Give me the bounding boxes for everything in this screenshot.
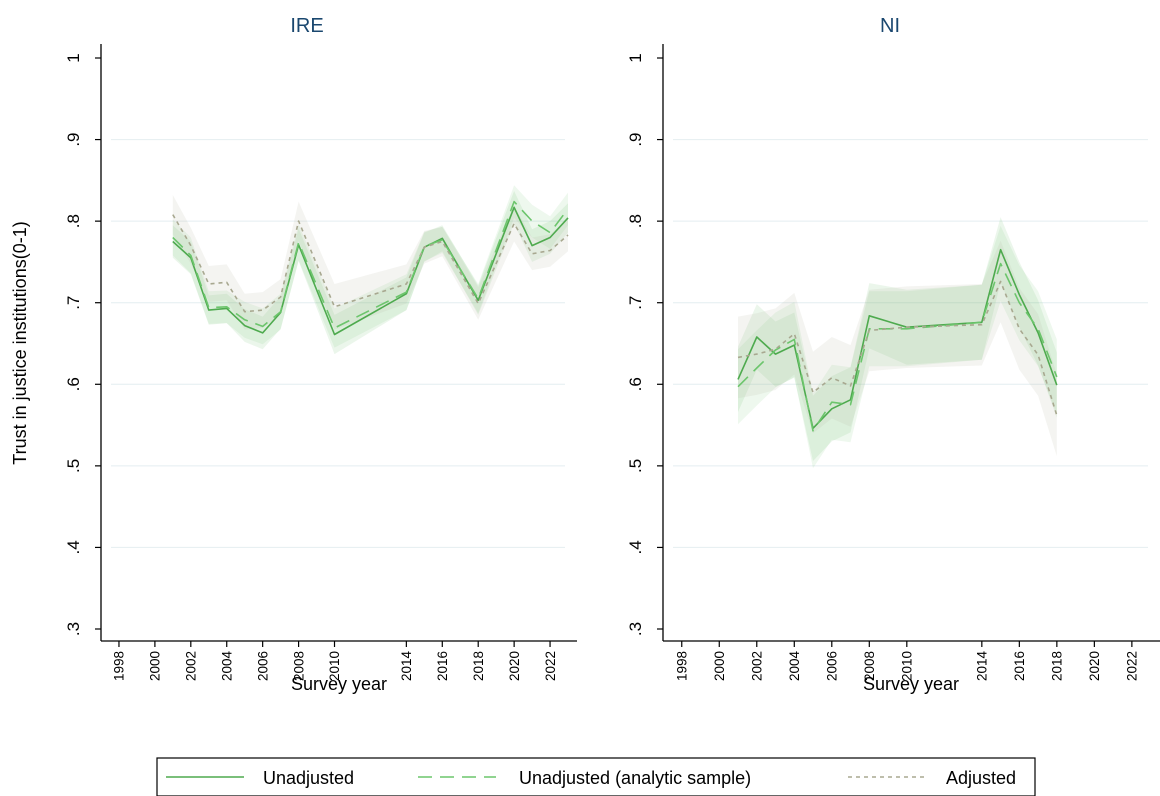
series-line-dotted bbox=[172, 214, 569, 313]
y-tick-label: .8 bbox=[626, 214, 645, 228]
panel-ire: IRE .3 .4 .5 .6 .7 .8 .9 1 1998 2000 2002 2004 2006 20… bbox=[64, 15, 577, 694]
y-tick-label: .4 bbox=[64, 540, 83, 554]
ci-band-solid bbox=[738, 217, 1057, 461]
x-axis-title: Survey year bbox=[291, 674, 387, 694]
legend-label-adjusted: Adjusted bbox=[946, 768, 1016, 788]
x-tick-label: 1998 bbox=[674, 651, 689, 681]
panel-title: NI bbox=[880, 15, 900, 37]
y-tick-label: .7 bbox=[626, 296, 645, 310]
panel-ni: NI .3 .4 .5 .6 .7 .8 .9 1 1998 2000 2002 2004 2006 200… bbox=[626, 15, 1160, 694]
y-tick-label: .4 bbox=[626, 540, 645, 554]
x-tick-label: 2006 bbox=[255, 651, 270, 681]
x-tick-label: 2008 bbox=[291, 651, 306, 681]
legend-label-unadjusted: Unadjusted bbox=[263, 768, 354, 788]
panel-title: IRE bbox=[290, 15, 323, 37]
x-tick-label: 2010 bbox=[900, 651, 915, 681]
x-tick-label: 2016 bbox=[1012, 651, 1027, 681]
x-tick-label: 1998 bbox=[112, 651, 127, 681]
y-tick-label: .5 bbox=[64, 459, 83, 473]
x-tick-label: 2010 bbox=[327, 651, 342, 681]
series-line-dashed bbox=[737, 262, 1058, 432]
ci-band-solid bbox=[172, 191, 569, 355]
y-tick-label: .9 bbox=[626, 132, 645, 146]
legend-label-analytic: Unadjusted (analytic sample) bbox=[519, 768, 751, 788]
x-tick-label: 2004 bbox=[787, 651, 802, 682]
y-tick-label: .9 bbox=[64, 132, 83, 146]
y-tick-label: .6 bbox=[626, 377, 645, 391]
x-tick-label: 2004 bbox=[219, 651, 234, 682]
x-tick-label: 2006 bbox=[825, 651, 840, 681]
x-tick-label: 2022 bbox=[543, 651, 558, 681]
ci-band-dotted bbox=[738, 240, 1057, 457]
x-tick-label: 2008 bbox=[862, 651, 877, 681]
series-line-dotted bbox=[737, 280, 1058, 416]
ci-band-dashed bbox=[738, 226, 1057, 469]
x-axis-title: Survey year bbox=[863, 674, 959, 694]
series-line-solid bbox=[737, 248, 1058, 430]
y-tick-label: .7 bbox=[64, 296, 83, 310]
y-tick-label: .6 bbox=[64, 377, 83, 391]
x-tick-label: 2014 bbox=[399, 651, 414, 682]
x-tick-label: 2000 bbox=[148, 651, 163, 681]
y-tick-label: 1 bbox=[64, 53, 83, 62]
y-tick-label: 1 bbox=[626, 53, 645, 62]
x-tick-label: 2014 bbox=[975, 651, 990, 682]
x-tick-label: 2000 bbox=[712, 651, 727, 681]
legend: Unadjusted Unadjusted (analytic sample) … bbox=[156, 757, 1036, 796]
y-axis-title: Trust in justice institutions(0-1) bbox=[10, 221, 30, 464]
y-tick-label: .3 bbox=[626, 622, 645, 636]
x-tick-label: 2022 bbox=[1125, 651, 1140, 681]
ci-band-dashed bbox=[172, 185, 569, 348]
x-tick-label: 2018 bbox=[471, 651, 486, 681]
y-tick-label: .5 bbox=[626, 459, 645, 473]
x-tick-label: 2016 bbox=[435, 651, 450, 681]
series-line-solid bbox=[172, 206, 569, 336]
x-tick-label: 2002 bbox=[749, 651, 764, 681]
y-tick-label: .8 bbox=[64, 214, 83, 228]
ci-band-dotted bbox=[172, 195, 569, 330]
y-tick-label: .3 bbox=[64, 622, 83, 636]
series-line-dashed bbox=[172, 200, 569, 329]
x-tick-label: 2018 bbox=[1050, 651, 1065, 681]
x-tick-label: 2002 bbox=[184, 651, 199, 681]
x-tick-label: 2020 bbox=[507, 651, 522, 681]
x-tick-label: 2020 bbox=[1087, 651, 1102, 681]
